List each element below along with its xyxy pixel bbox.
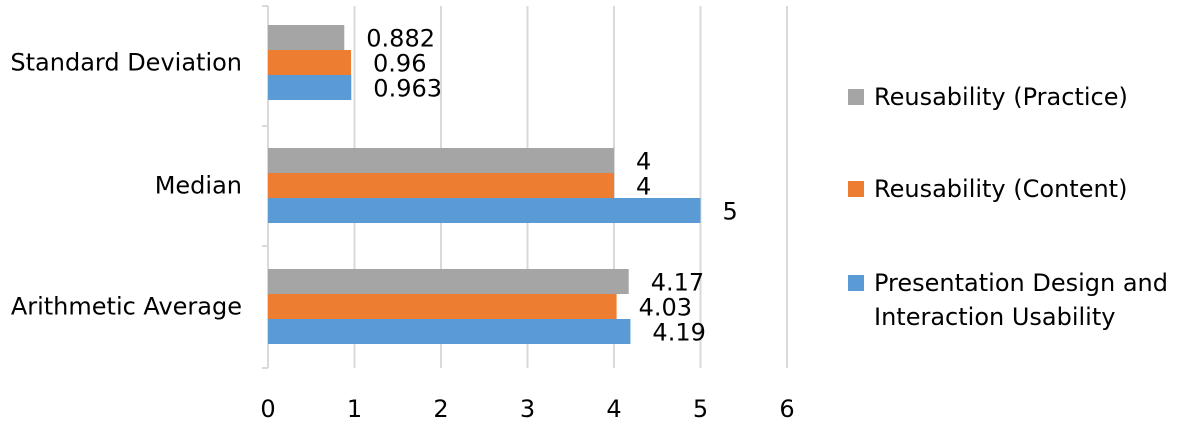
bar-1-1 [268,173,614,198]
legend-item-presentation: Presentation Design and Interaction Usab… [848,266,1174,334]
bar-0-0 [268,25,345,50]
legend-swatch-content [848,181,864,197]
category-label-0: Standard Deviation [10,49,242,77]
data-label-0-2: 0.963 [373,75,442,103]
data-label-2-2: 4.19 [652,319,705,347]
bar-2-0 [268,269,629,294]
x-tick-label-3: 3 [520,395,535,423]
x-tick-label-6: 6 [779,395,794,423]
bar-0-1 [268,50,352,75]
legend-item-practice: Reusability (Practice) [848,80,1174,114]
legend-item-content: Reusability (Content) [848,172,1174,206]
data-label-1-2: 5 [723,198,738,226]
bar-1-0 [268,148,614,173]
x-tick-label-1: 1 [347,395,362,423]
category-label-1: Median [155,172,242,200]
bar-2-1 [268,294,617,319]
data-label-1-0: 4 [636,148,651,176]
data-label-1-1: 4 [636,173,651,201]
data-label-0-1: 0.96 [373,50,426,78]
legend-label-content: Reusability (Content) [874,175,1128,203]
data-label-0-0: 0.882 [366,25,435,53]
x-tick-label-5: 5 [693,395,708,423]
bar-0-2 [268,75,352,100]
data-label-2-0: 4.17 [651,269,704,297]
legend-label-practice: Reusability (Practice) [874,83,1128,111]
bar-2-2 [268,319,631,344]
legend-label-presentation: Presentation Design and Interaction Usab… [874,269,1168,331]
x-tick-label-2: 2 [433,395,448,423]
x-tick-label-4: 4 [606,395,621,423]
legend-swatch-practice [848,89,864,105]
x-tick-label-0: 0 [260,395,275,423]
category-label-2: Arithmetic Average [11,293,242,321]
legend-swatch-presentation [848,275,864,291]
bar-1-2 [268,198,701,223]
data-label-2-1: 4.03 [639,294,692,322]
